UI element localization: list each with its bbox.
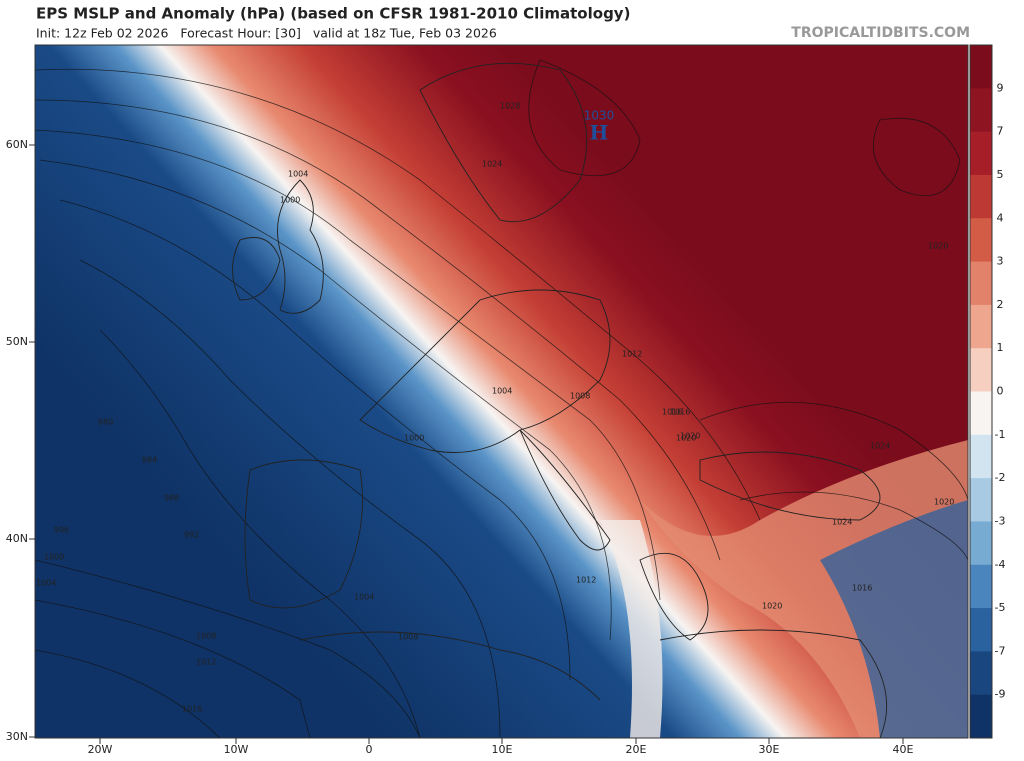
colorbar-swatch	[970, 478, 992, 522]
contour-label: 1012	[622, 350, 642, 359]
contour-label: 1020	[928, 242, 948, 251]
axes: 60N 50N 40N 30N 20W 10W 0 10E 20E 30E 40E	[6, 138, 914, 756]
colorbar-swatch	[970, 391, 992, 436]
contour-label: 996	[54, 526, 69, 535]
contour-label: 1020	[934, 498, 954, 507]
lon-label: 0	[366, 743, 373, 756]
contour-label: 1020	[680, 432, 700, 441]
contour-label: 1000	[44, 553, 64, 562]
colorbar-swatch	[970, 88, 992, 133]
contour-label: 1000	[280, 196, 300, 205]
colorbar-label: 3	[997, 255, 1004, 268]
high-symbol: H	[590, 121, 609, 145]
colorbar-label: 9	[997, 81, 1004, 94]
colorbar-label: 4	[997, 211, 1004, 224]
neutral-band	[600, 520, 663, 738]
contour-label: 1016	[662, 408, 682, 417]
colorbar-swatch	[970, 131, 992, 176]
colorbar-label: -2	[995, 471, 1006, 484]
lat-label: 60N	[6, 138, 28, 151]
colorbar-swatch	[970, 434, 992, 479]
lon-label: 20W	[88, 743, 113, 756]
contour-label: 1004	[36, 579, 56, 588]
contour-label: 1008	[196, 632, 216, 641]
contour-label: 1008	[398, 633, 418, 642]
colorbar-swatch	[970, 564, 992, 609]
lon-label: 40E	[893, 743, 914, 756]
colorbar-label: 5	[997, 168, 1004, 181]
contour-label: 1012	[576, 576, 596, 585]
contour-label: 1028	[500, 102, 520, 111]
contour-label: 1004	[288, 170, 308, 179]
colorbar-label: 1	[997, 341, 1004, 354]
contour-label: 1004	[354, 593, 374, 602]
colorbar-swatch	[970, 651, 992, 696]
colorbar-swatch	[970, 174, 992, 219]
lon-label: 20E	[626, 743, 647, 756]
colorbar-swatch	[970, 348, 992, 392]
colorbar-label: -7	[995, 644, 1006, 657]
lat-label: 40N	[6, 532, 28, 545]
contour-label: 1004	[492, 387, 512, 396]
cold-anomaly	[820, 500, 968, 738]
colorbar-label: -1	[995, 428, 1006, 441]
lon-label: 10W	[224, 743, 249, 756]
colorbar-label: -3	[995, 514, 1006, 527]
contour-label: 980	[98, 418, 113, 427]
credit: TROPICALTIDBITS.COM	[791, 25, 970, 41]
colorbar-label: -4	[995, 558, 1006, 571]
coastlines	[232, 62, 888, 738]
contour-label: 1024	[870, 442, 890, 451]
contour-label: 1020	[676, 434, 696, 443]
contour-label: 1016	[852, 584, 872, 593]
colorbar-label: 7	[997, 125, 1004, 138]
contour-label: 992	[184, 531, 199, 540]
colorbar: 9 7 5 4 3 2 1 0 -1 -2 -3 -4 -5 -7 -9	[969, 44, 1006, 739]
contour-label: 984	[142, 456, 157, 465]
colorbar-swatch	[970, 45, 992, 89]
lat-label: 50N	[6, 335, 28, 348]
contour-label: 1024	[832, 518, 852, 527]
colorbar-swatch	[970, 608, 992, 652]
contour-label: 988	[164, 494, 179, 503]
colorbar-swatch	[970, 521, 992, 566]
contour-label: 1024	[482, 160, 502, 169]
contour-labels: 1028 1024 1020 1020 1024 1024 1020 1016 …	[36, 102, 954, 714]
colorbar-swatch	[970, 261, 992, 306]
title: EPS MSLP and Anomaly (hPa) (based on CFS…	[36, 5, 630, 23]
colorbar-frame	[969, 44, 993, 739]
colorbar-label: -5	[995, 601, 1006, 614]
contour-label: 1012	[196, 658, 216, 667]
contour-label: 1000	[404, 434, 424, 443]
lon-label: 10E	[492, 743, 513, 756]
subtitle: Init: 12z Feb 02 2026 Forecast Hour: [30…	[36, 26, 497, 41]
contour-label: 1016	[670, 408, 690, 417]
colorbar-label: -9	[995, 688, 1006, 701]
lat-label: 30N	[6, 730, 28, 743]
colorbar-label: 2	[997, 298, 1004, 311]
colorbar-swatch	[970, 694, 992, 739]
high-pressure-value: 1030	[584, 109, 615, 123]
lon-label: 30E	[759, 743, 780, 756]
contour-label: 1020	[762, 602, 782, 611]
map: 1030 H	[35, 45, 968, 738]
contour-label: 1016	[182, 705, 202, 714]
colorbar-label: 0	[997, 385, 1004, 398]
colorbar-swatch	[970, 218, 992, 263]
contour-label: 1008	[570, 392, 590, 401]
colorbar-swatch	[970, 304, 992, 349]
